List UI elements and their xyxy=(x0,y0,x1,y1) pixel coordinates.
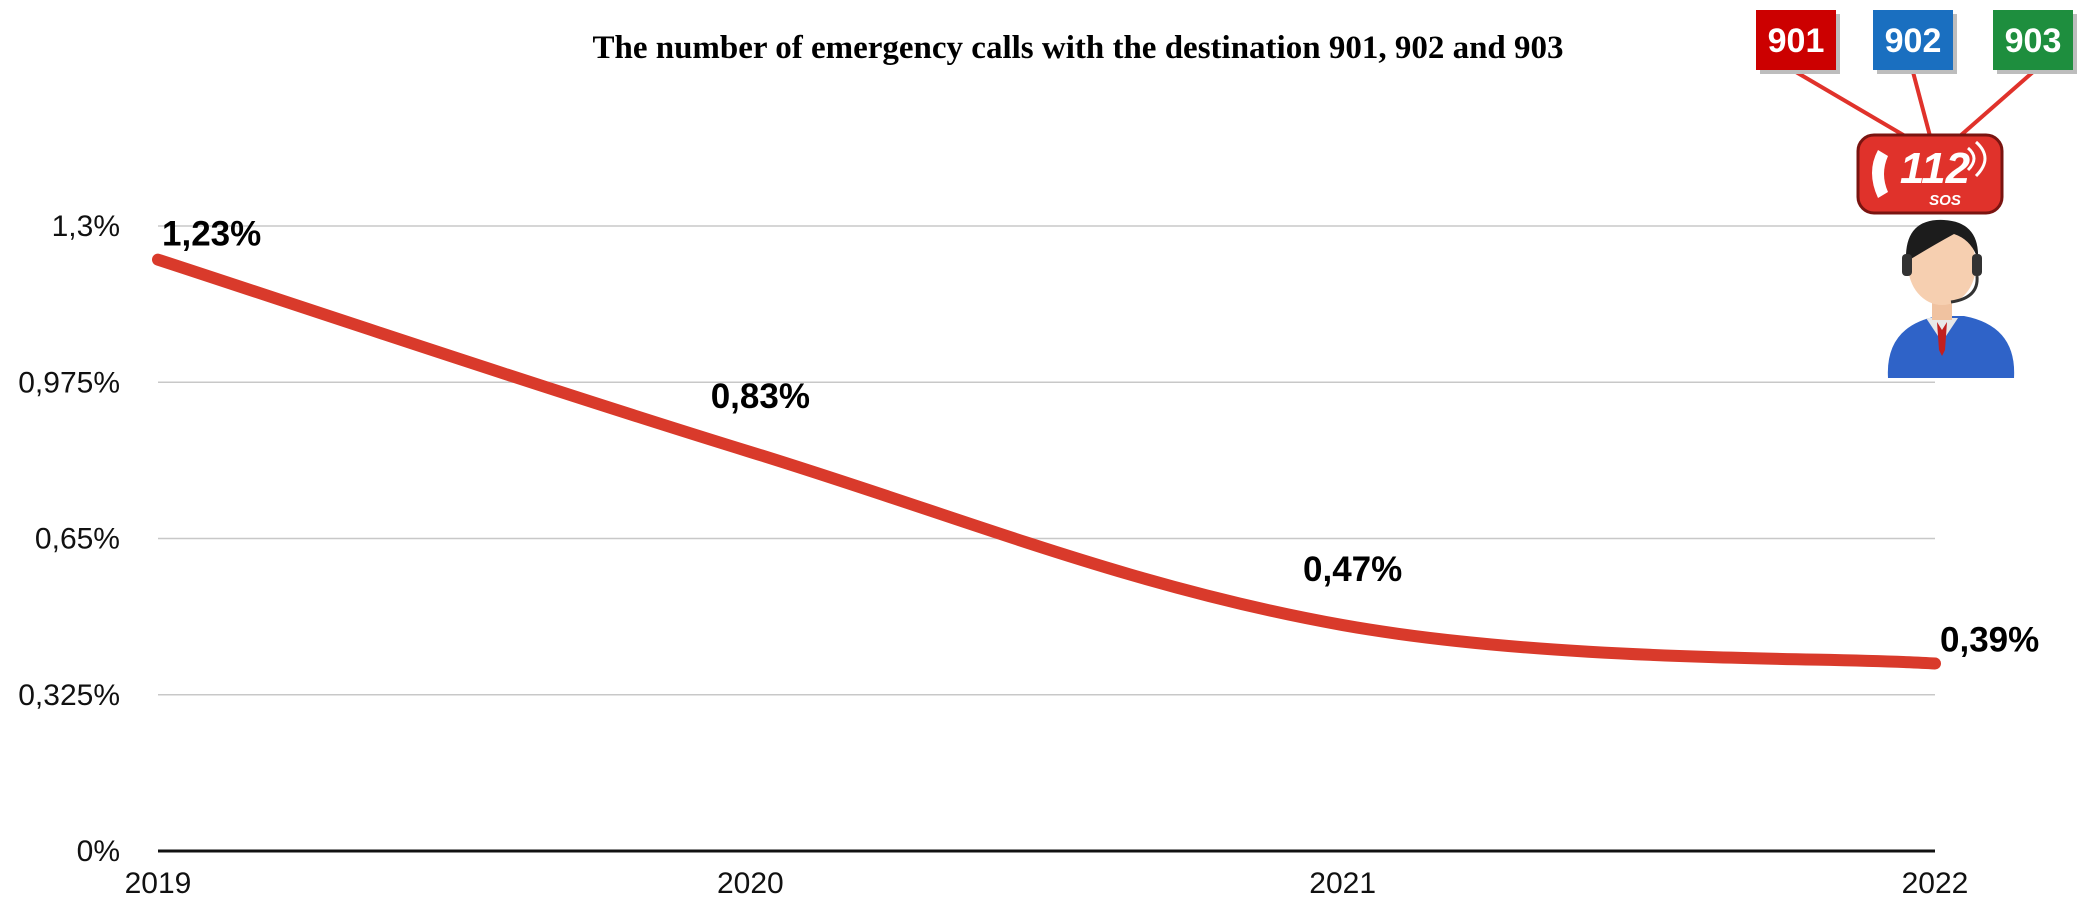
badge-label: 902 xyxy=(1885,22,1942,60)
connector-line xyxy=(1911,71,1932,137)
data-label: 0,47% xyxy=(1303,550,1402,589)
call-center-operator-icon xyxy=(1887,219,2015,378)
data-labels: 1,23% 0,83% 0,47% 0,39% xyxy=(162,215,2039,660)
number-badges: 901 902 903 xyxy=(1756,10,2077,74)
badge-903 xyxy=(1993,10,2073,70)
series-line xyxy=(152,253,1941,670)
y-tick-label: 0,975% xyxy=(18,366,120,399)
x-tick-label: 2022 xyxy=(1902,867,1969,898)
x-tick-label: 2019 xyxy=(125,867,192,898)
badge-902 xyxy=(1873,10,1953,70)
emergency-112-illustration: 901 902 903 112 SOS xyxy=(1756,10,2077,378)
data-label: 0,39% xyxy=(1940,621,2039,660)
badge-901 xyxy=(1756,10,1836,70)
logo-background xyxy=(1856,133,2004,215)
signal-waves-icon xyxy=(1966,140,1987,178)
logo-number: 112 xyxy=(1900,144,1971,193)
gridlines xyxy=(158,225,1935,696)
connector-line xyxy=(1958,70,2035,138)
y-tick-label: 0,65% xyxy=(35,523,120,556)
phone-handset-icon xyxy=(1872,150,1888,198)
y-tick-label: 0,325% xyxy=(18,679,120,712)
logo-sub: SOS xyxy=(1929,192,1961,209)
sos-112-logo: 112 SOS xyxy=(1856,133,2004,215)
badge-connector-lines xyxy=(1794,70,2035,138)
y-tick-label: 1,3% xyxy=(52,210,120,243)
connector-line xyxy=(1794,70,1907,138)
y-axis-ticks: 0% 0,325% 0,65% 0,975% 1,3% xyxy=(18,210,120,868)
x-tick-label: 2020 xyxy=(717,867,784,898)
chart-title: The number of emergency calls with the d… xyxy=(592,30,1563,66)
x-axis-ticks: 2019 2020 2021 2022 xyxy=(125,867,1969,898)
x-tick-label: 2021 xyxy=(1309,867,1376,898)
data-label: 1,23% xyxy=(162,215,261,254)
data-label: 0,83% xyxy=(711,377,810,416)
y-tick-label: 0% xyxy=(77,835,120,868)
badge-label: 903 xyxy=(2005,22,2062,60)
badge-label: 901 xyxy=(1768,22,1825,60)
